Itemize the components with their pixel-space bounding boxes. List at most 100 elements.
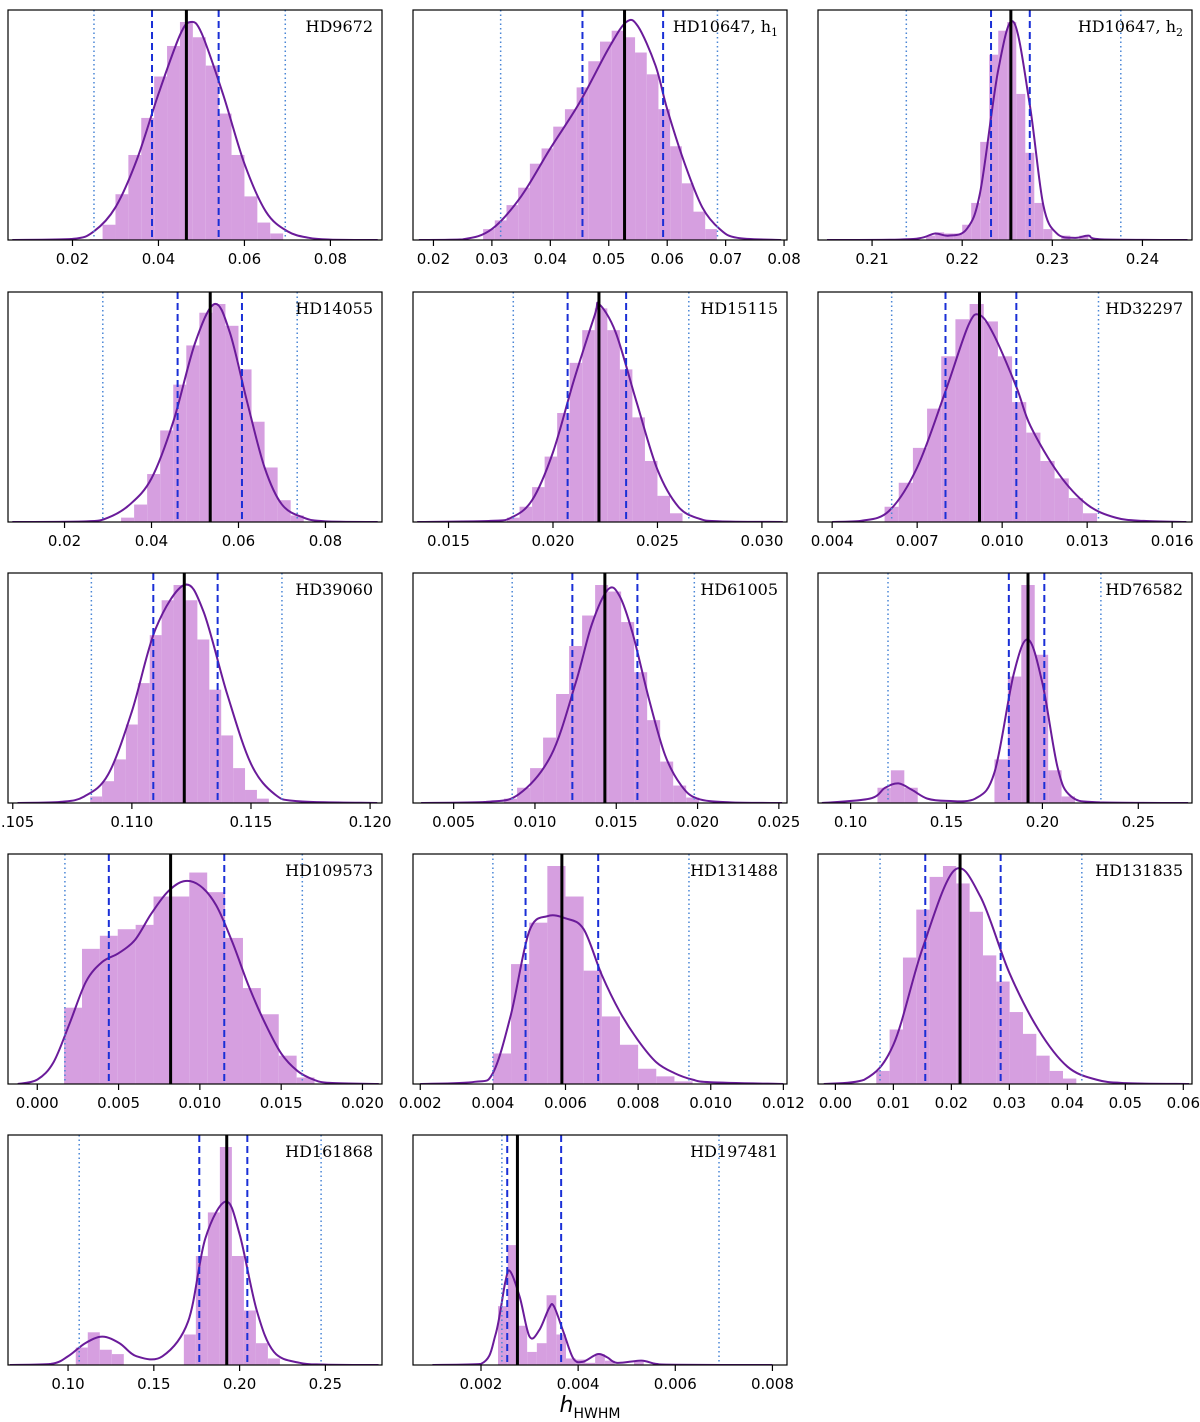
histogram-bar [183, 1334, 196, 1365]
panel-label-text: HD161868 [285, 1142, 373, 1161]
panel-label-subscript: 2 [1176, 26, 1183, 39]
histogram-bar [277, 500, 291, 522]
histogram-bar [608, 591, 622, 803]
histogram-bar [218, 113, 232, 240]
histogram-bar [604, 1360, 615, 1365]
histogram-bar [912, 447, 928, 522]
histogram-bar [185, 600, 198, 803]
histogram-bar [111, 1354, 124, 1365]
panel-1: 0.02 0.04 0.06 0.08 HD9672 [7, 9, 383, 268]
histogram-bar [1054, 478, 1069, 522]
histogram-bar [595, 1354, 605, 1365]
histogram-bar [569, 362, 583, 522]
panel-label-text: HD76582 [1105, 580, 1183, 599]
plot-frame [412, 853, 788, 1085]
histogram-bar [147, 474, 161, 522]
plot-frame [817, 291, 1193, 523]
histogram-bar [983, 321, 998, 522]
histogram-bar [929, 876, 943, 1084]
panel-label: HD10647, h2 [1078, 17, 1183, 39]
x-tick-label: 0.000 [16, 1094, 59, 1112]
histogram-bar [207, 892, 226, 1084]
histogram-bar [128, 154, 142, 240]
histogram-bar [149, 635, 162, 803]
x-tick-label: 0.005 [432, 813, 475, 831]
x-tick-label: 0.08 [767, 250, 800, 268]
x-tick-label: 0.15 [137, 1375, 170, 1393]
x-tick-label: 0.21 [855, 250, 888, 268]
x-tick-label: 0.015 [427, 532, 470, 550]
histogram-bar [186, 345, 200, 522]
histogram-bar [600, 41, 612, 240]
histogram-bar [251, 421, 265, 522]
histogram-bar [646, 74, 659, 240]
histogram-bar [656, 1076, 675, 1084]
histogram-bar [90, 796, 103, 803]
plot-area [823, 854, 1190, 1084]
x-tick-label: 0.08 [314, 250, 347, 268]
histogram-bar [998, 30, 1008, 240]
x-tick-label: 0.06 [651, 250, 684, 268]
histogram-bar [527, 1351, 537, 1365]
plot-area [827, 10, 1188, 240]
histogram-bar [173, 384, 187, 522]
histogram-bar [233, 768, 246, 803]
histogram-bar [483, 229, 495, 240]
histogram-bar [953, 233, 963, 240]
x-tick-label: 0.115 [230, 813, 273, 831]
histogram-bar [674, 1081, 693, 1084]
histogram-bar [1040, 460, 1055, 522]
x-tick-label: 0.06 [1167, 1094, 1200, 1112]
panel-label-text: HD109573 [285, 861, 373, 880]
histogram-bar [632, 417, 645, 522]
x-tick-label: 0.006 [544, 1094, 587, 1112]
histogram-bar [647, 720, 661, 803]
x-tick-label: 0.002 [460, 1375, 503, 1393]
panel-4: 0.02 0.04 0.06 0.08 HD14055 [7, 291, 383, 550]
x-tick-label: 0.07 [709, 250, 742, 268]
x-tick-label: 0.004 [471, 1094, 514, 1112]
histogram-bar [1026, 432, 1041, 522]
histogram-bar [638, 1068, 657, 1084]
histogram-bar [137, 683, 150, 803]
x-tick-label: 0.08 [309, 532, 342, 550]
plot-area [17, 854, 379, 1084]
histogram-bar [1012, 402, 1027, 522]
x-tick-label: 0.016 [1151, 532, 1194, 550]
kde-curve [9, 1200, 379, 1365]
plot-frame [7, 572, 383, 804]
x-tick-label: 0.025 [757, 813, 800, 831]
plot-area [421, 573, 783, 803]
panel-13: 0.10 0.15 0.20 0.25 HD161868 [7, 1134, 383, 1393]
histogram-bar [1034, 202, 1044, 240]
histogram-bar [529, 922, 548, 1084]
histogram-bar [536, 1343, 547, 1365]
histogram-bar [1036, 1055, 1050, 1084]
histogram-bar [926, 235, 936, 240]
histogram-bar [635, 52, 647, 240]
histogram-bar [955, 319, 970, 522]
x-tick-label: 0.015 [595, 813, 638, 831]
histogram-bar [221, 735, 234, 803]
x-tick-label: 0.03 [475, 250, 508, 268]
plot-frame [817, 572, 1193, 804]
x-tick-label: 0.008 [751, 1375, 794, 1393]
kde-curve [432, 1269, 773, 1365]
x-tick-label: 0.04 [142, 250, 175, 268]
plot-area [420, 854, 784, 1084]
x-axis-label: hHWHM [560, 1393, 621, 1422]
x-tick-label: 0.24 [1126, 250, 1159, 268]
x-tick-label: 0.03 [993, 1094, 1026, 1112]
histogram-bar [927, 408, 942, 522]
histogram-bar [544, 456, 558, 522]
panel-label-text: HD9672 [306, 17, 374, 36]
histogram-bar [982, 955, 997, 1084]
histogram-bar [623, 37, 636, 240]
histogram-bar [243, 1310, 256, 1365]
histogram-bar [693, 211, 706, 240]
histogram-bar [256, 798, 269, 803]
kde-curve [12, 302, 378, 522]
histogram-bar [225, 937, 243, 1084]
kde-curve [832, 313, 1187, 522]
histogram-bar [619, 1044, 639, 1084]
